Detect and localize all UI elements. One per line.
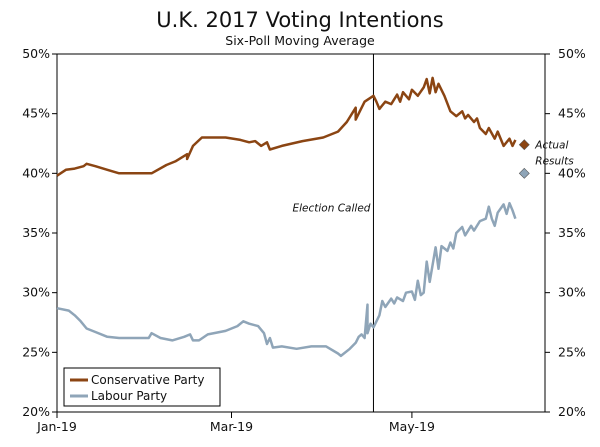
y-right-tick-label: 50% (558, 46, 586, 61)
plot-frame (56, 53, 546, 413)
y-right-tick-label: 20% (558, 404, 586, 419)
y-axis-left: 20% 25% 30% 35% 40% 45% 50% (22, 46, 57, 419)
labour-actual-marker (518, 167, 530, 179)
x-axis: Jan-19 Mar-19 May-19 (36, 412, 435, 434)
y-left-tick-label: 20% (22, 404, 50, 419)
x-tick-label: Jan-19 (36, 419, 77, 434)
y-right-tick-label: 35% (558, 225, 586, 240)
chart-subtitle: Six-Poll Moving Average (225, 33, 375, 48)
legend-label-labour: Labour Party (91, 389, 167, 403)
labour-party-line (56, 201, 517, 358)
y-left-tick-label: 35% (22, 225, 50, 240)
legend-box (63, 367, 221, 407)
plot-area (56, 53, 546, 413)
conservative-party-line (56, 76, 517, 177)
legend-label-conservative: Conservative Party (91, 373, 204, 387)
y-right-tick-label: 45% (558, 106, 586, 121)
y-right-tick-label: 40% (558, 165, 586, 180)
y-axis-right: 20% 25% 30% 35% 40% 45% 50% (545, 46, 586, 419)
y-right-tick-label: 30% (558, 285, 586, 300)
chart-title: U.K. 2017 Voting Intentions (156, 8, 443, 32)
actual-results-markers (518, 139, 530, 179)
x-tick-label: May-19 (389, 419, 435, 434)
conservative-actual-marker (518, 139, 530, 151)
actual-results-label-line1: Actual (534, 140, 568, 152)
y-left-tick-label: 40% (22, 165, 50, 180)
chart-legend: Conservative Party Labour Party (63, 367, 221, 407)
x-tick-label: Mar-19 (210, 419, 253, 434)
y-right-tick-label: 25% (558, 344, 586, 359)
actual-results-label-line2: Results (535, 156, 574, 168)
y-left-tick-label: 45% (22, 106, 50, 121)
y-left-tick-label: 25% (22, 344, 50, 359)
election-called-label: Election Called (292, 203, 370, 215)
y-left-tick-label: 50% (22, 46, 50, 61)
y-left-tick-label: 30% (22, 285, 50, 300)
